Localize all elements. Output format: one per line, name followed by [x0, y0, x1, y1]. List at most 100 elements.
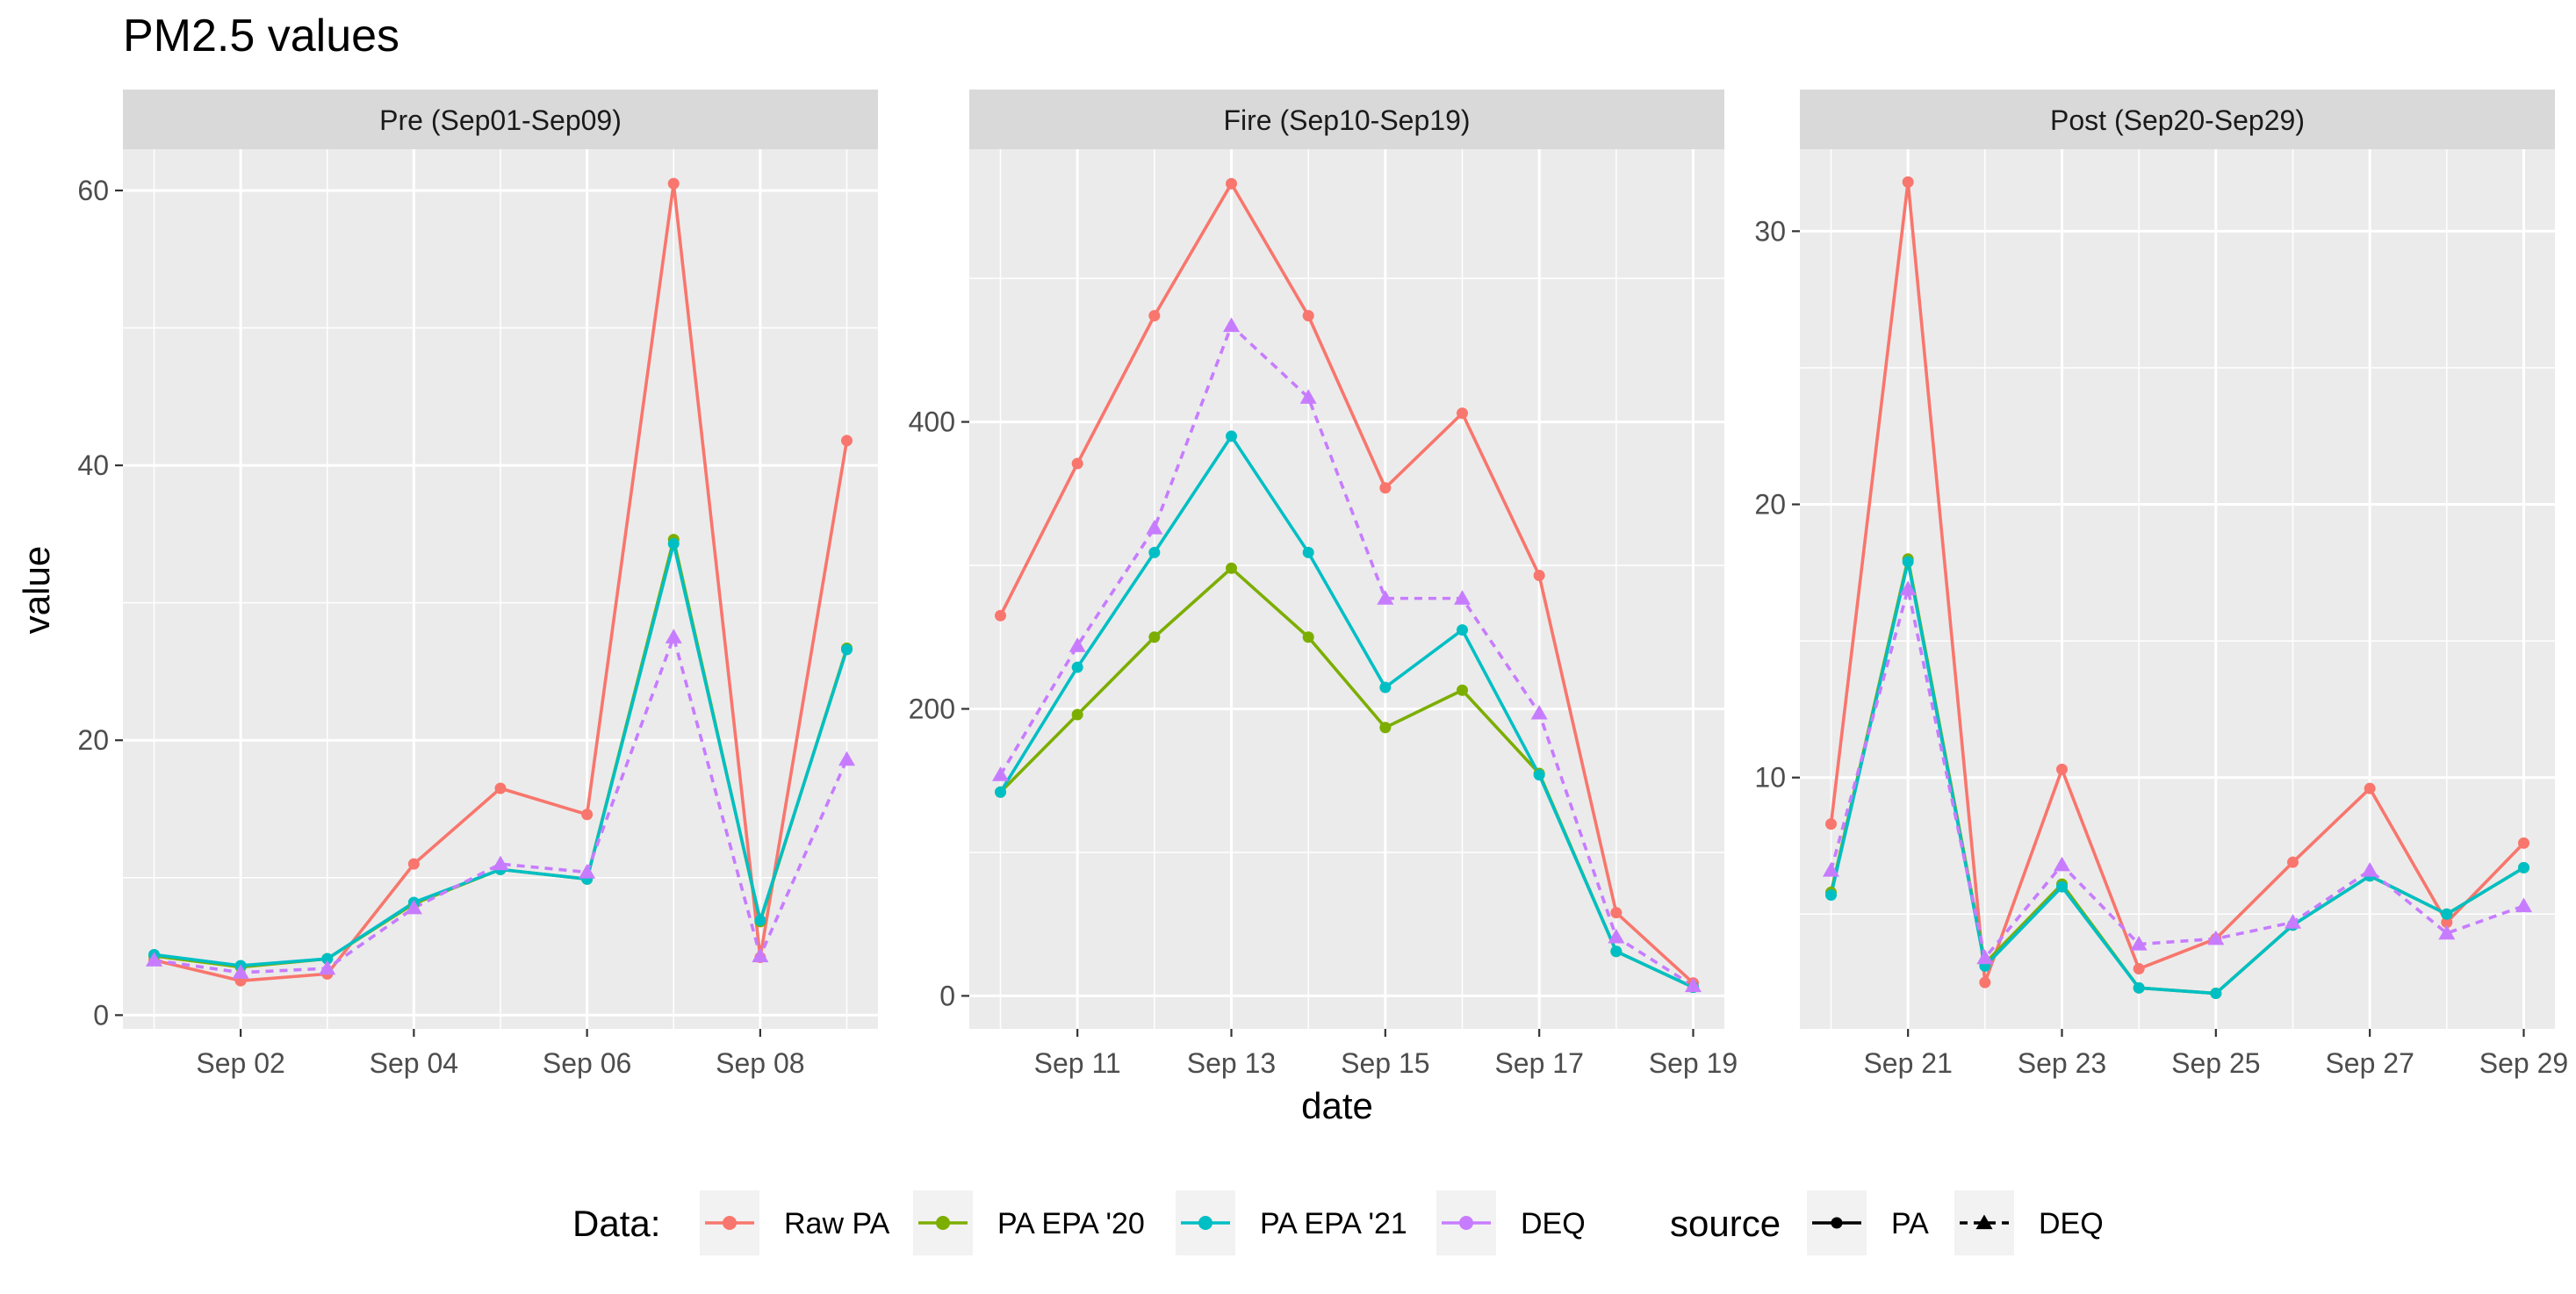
data-point-raw-pa: [1456, 407, 1468, 420]
data-point-pa-epa-21: [1302, 546, 1314, 558]
data-point-pa-epa-21: [1148, 546, 1161, 558]
y-tick-label: 200: [909, 693, 955, 724]
y-tick-label: 40: [77, 449, 109, 481]
legend-item-label: PA: [1891, 1207, 1929, 1240]
x-axis-title: date: [1301, 1085, 1373, 1126]
data-point-deq: [2361, 862, 2378, 877]
data-point-deq: [1684, 977, 1702, 993]
facet-strip: [1800, 90, 2555, 149]
x-tick-label: Sep 21: [1863, 1047, 1952, 1079]
data-point-pa-epa-21: [995, 786, 1007, 798]
data-point-raw-pa: [407, 858, 420, 870]
x-tick-label: Sep 25: [2171, 1047, 2260, 1079]
legend-item-raw-pa: Raw PA: [700, 1190, 890, 1255]
data-point-deq: [1069, 637, 1086, 652]
data-point-deq: [146, 952, 163, 967]
y-tick-label: 0: [939, 980, 955, 1011]
data-point-deq: [1299, 389, 1317, 404]
data-point-deq: [1146, 520, 1163, 535]
data-point-deq: [405, 899, 422, 915]
legend-data-title: Data:: [572, 1203, 660, 1244]
data-point-pa-epa-20: [1379, 722, 1392, 734]
x-tick-label: Sep 23: [2018, 1047, 2106, 1079]
data-point-raw-pa: [1979, 976, 1991, 988]
series-line-deq: [154, 635, 849, 974]
y-tick-label: 400: [909, 406, 955, 438]
panel-fire-sep10-sep19: Fire (Sep10-Sep19) 0 200 400 Sep 11 Sep 13 Sep…: [909, 90, 1738, 1079]
data-point-deq: [992, 766, 1010, 781]
legend-item-pa-epa-20: PA EPA '20: [913, 1190, 1145, 1255]
data-point-raw-pa: [1825, 818, 1838, 830]
series-line-raw-pa: [998, 182, 1695, 985]
data-point-raw-pa: [2364, 782, 2376, 794]
data-point-deq: [1453, 590, 1471, 605]
legend-item-label: DEQ: [2039, 1207, 2104, 1240]
data-point-pa-epa-21: [1610, 945, 1623, 958]
data-point-deq: [2054, 856, 2071, 872]
series-points-raw-pa: [995, 177, 1699, 989]
data-point-pa-epa-21: [2056, 881, 2069, 893]
x-tick-label: Sep 15: [1341, 1047, 1429, 1079]
data-point-pa-epa-21: [667, 537, 680, 550]
series-line-deq: [998, 324, 1695, 988]
legend: Data: Raw PA PA EPA '20 PA EPA '21 DEQ source…: [572, 1190, 2104, 1255]
facet-strip-label: Pre (Sep01-Sep09): [379, 104, 622, 136]
x-tick-label: Sep 02: [196, 1047, 284, 1079]
legend-key-point: [936, 1216, 950, 1230]
y-tick-label: 30: [1754, 215, 1786, 247]
data-point-deq: [2284, 914, 2301, 929]
x-tick-label: Sep 17: [1494, 1047, 1583, 1079]
facet-panels: Pre (Sep01-Sep09) 0 20 40 60 Sep 02 Sep 04 Sep …: [77, 90, 2568, 1079]
data-point-deq: [1899, 580, 1917, 596]
data-point-deq: [232, 964, 249, 979]
facet-strip-label: Fire (Sep10-Sep19): [1223, 104, 1470, 136]
data-point-raw-pa: [1379, 482, 1392, 494]
y-tick-label: 10: [1754, 762, 1786, 794]
data-point-raw-pa: [2286, 856, 2299, 868]
series-line-pa-epa-21: [1829, 560, 2525, 996]
data-point-pa-epa-21: [754, 914, 766, 926]
data-point-pa-epa-21: [2210, 988, 2222, 1000]
panel-background: [1800, 149, 2555, 1029]
legend-item-pa-epa-21: PA EPA '21: [1176, 1190, 1407, 1255]
series-line-raw-pa: [1829, 180, 2525, 984]
data-point-deq: [2130, 936, 2148, 951]
data-point-raw-pa: [1302, 310, 1314, 322]
x-tick-label: Sep 08: [716, 1047, 804, 1079]
legend-item-label: PA EPA '21: [1260, 1207, 1407, 1240]
data-point-raw-pa: [2133, 963, 2145, 975]
data-point-raw-pa: [1148, 310, 1161, 322]
data-point-raw-pa: [1071, 457, 1083, 470]
data-point-deq: [1976, 949, 1994, 965]
data-point-deq: [1823, 862, 1840, 877]
legend-key-point: [1975, 1214, 1993, 1230]
data-point-pa-epa-21: [1902, 556, 1914, 568]
data-point-pa-epa-20: [1456, 684, 1468, 696]
data-point-raw-pa: [2517, 837, 2529, 849]
data-point-deq: [2515, 897, 2532, 913]
legend-key-point: [723, 1216, 737, 1230]
legend-item-label: PA EPA '20: [997, 1207, 1145, 1240]
data-point-pa-epa-21: [2441, 908, 2453, 920]
data-point-raw-pa: [2056, 763, 2069, 775]
data-point-raw-pa: [840, 435, 853, 447]
data-point-raw-pa: [995, 609, 1007, 622]
series-line-pa-epa-21: [998, 435, 1695, 989]
x-tick-label: Sep 27: [2325, 1047, 2414, 1079]
legend-key-point: [1831, 1217, 1843, 1229]
data-point-pa-epa-21: [1533, 769, 1545, 781]
legend-source-title: source: [1670, 1203, 1781, 1244]
data-point-raw-pa: [1902, 176, 1914, 188]
data-point-pa-epa-21: [1456, 624, 1468, 636]
data-point-pa-epa-20: [1226, 562, 1238, 574]
data-point-pa-epa-21: [1379, 681, 1392, 694]
data-point-pa-epa-20: [1302, 631, 1314, 643]
y-tick-label: 60: [77, 175, 109, 206]
data-point-deq: [838, 751, 855, 766]
data-point-raw-pa: [1533, 569, 1545, 581]
data-point-deq: [1608, 928, 1625, 944]
series-points-deq: [992, 317, 1702, 993]
legend-item-source-deq: DEQ: [1954, 1190, 2104, 1255]
panel-pre-sep01-sep09: Pre (Sep01-Sep09) 0 20 40 60 Sep 02 Sep 04 Sep …: [77, 90, 878, 1079]
